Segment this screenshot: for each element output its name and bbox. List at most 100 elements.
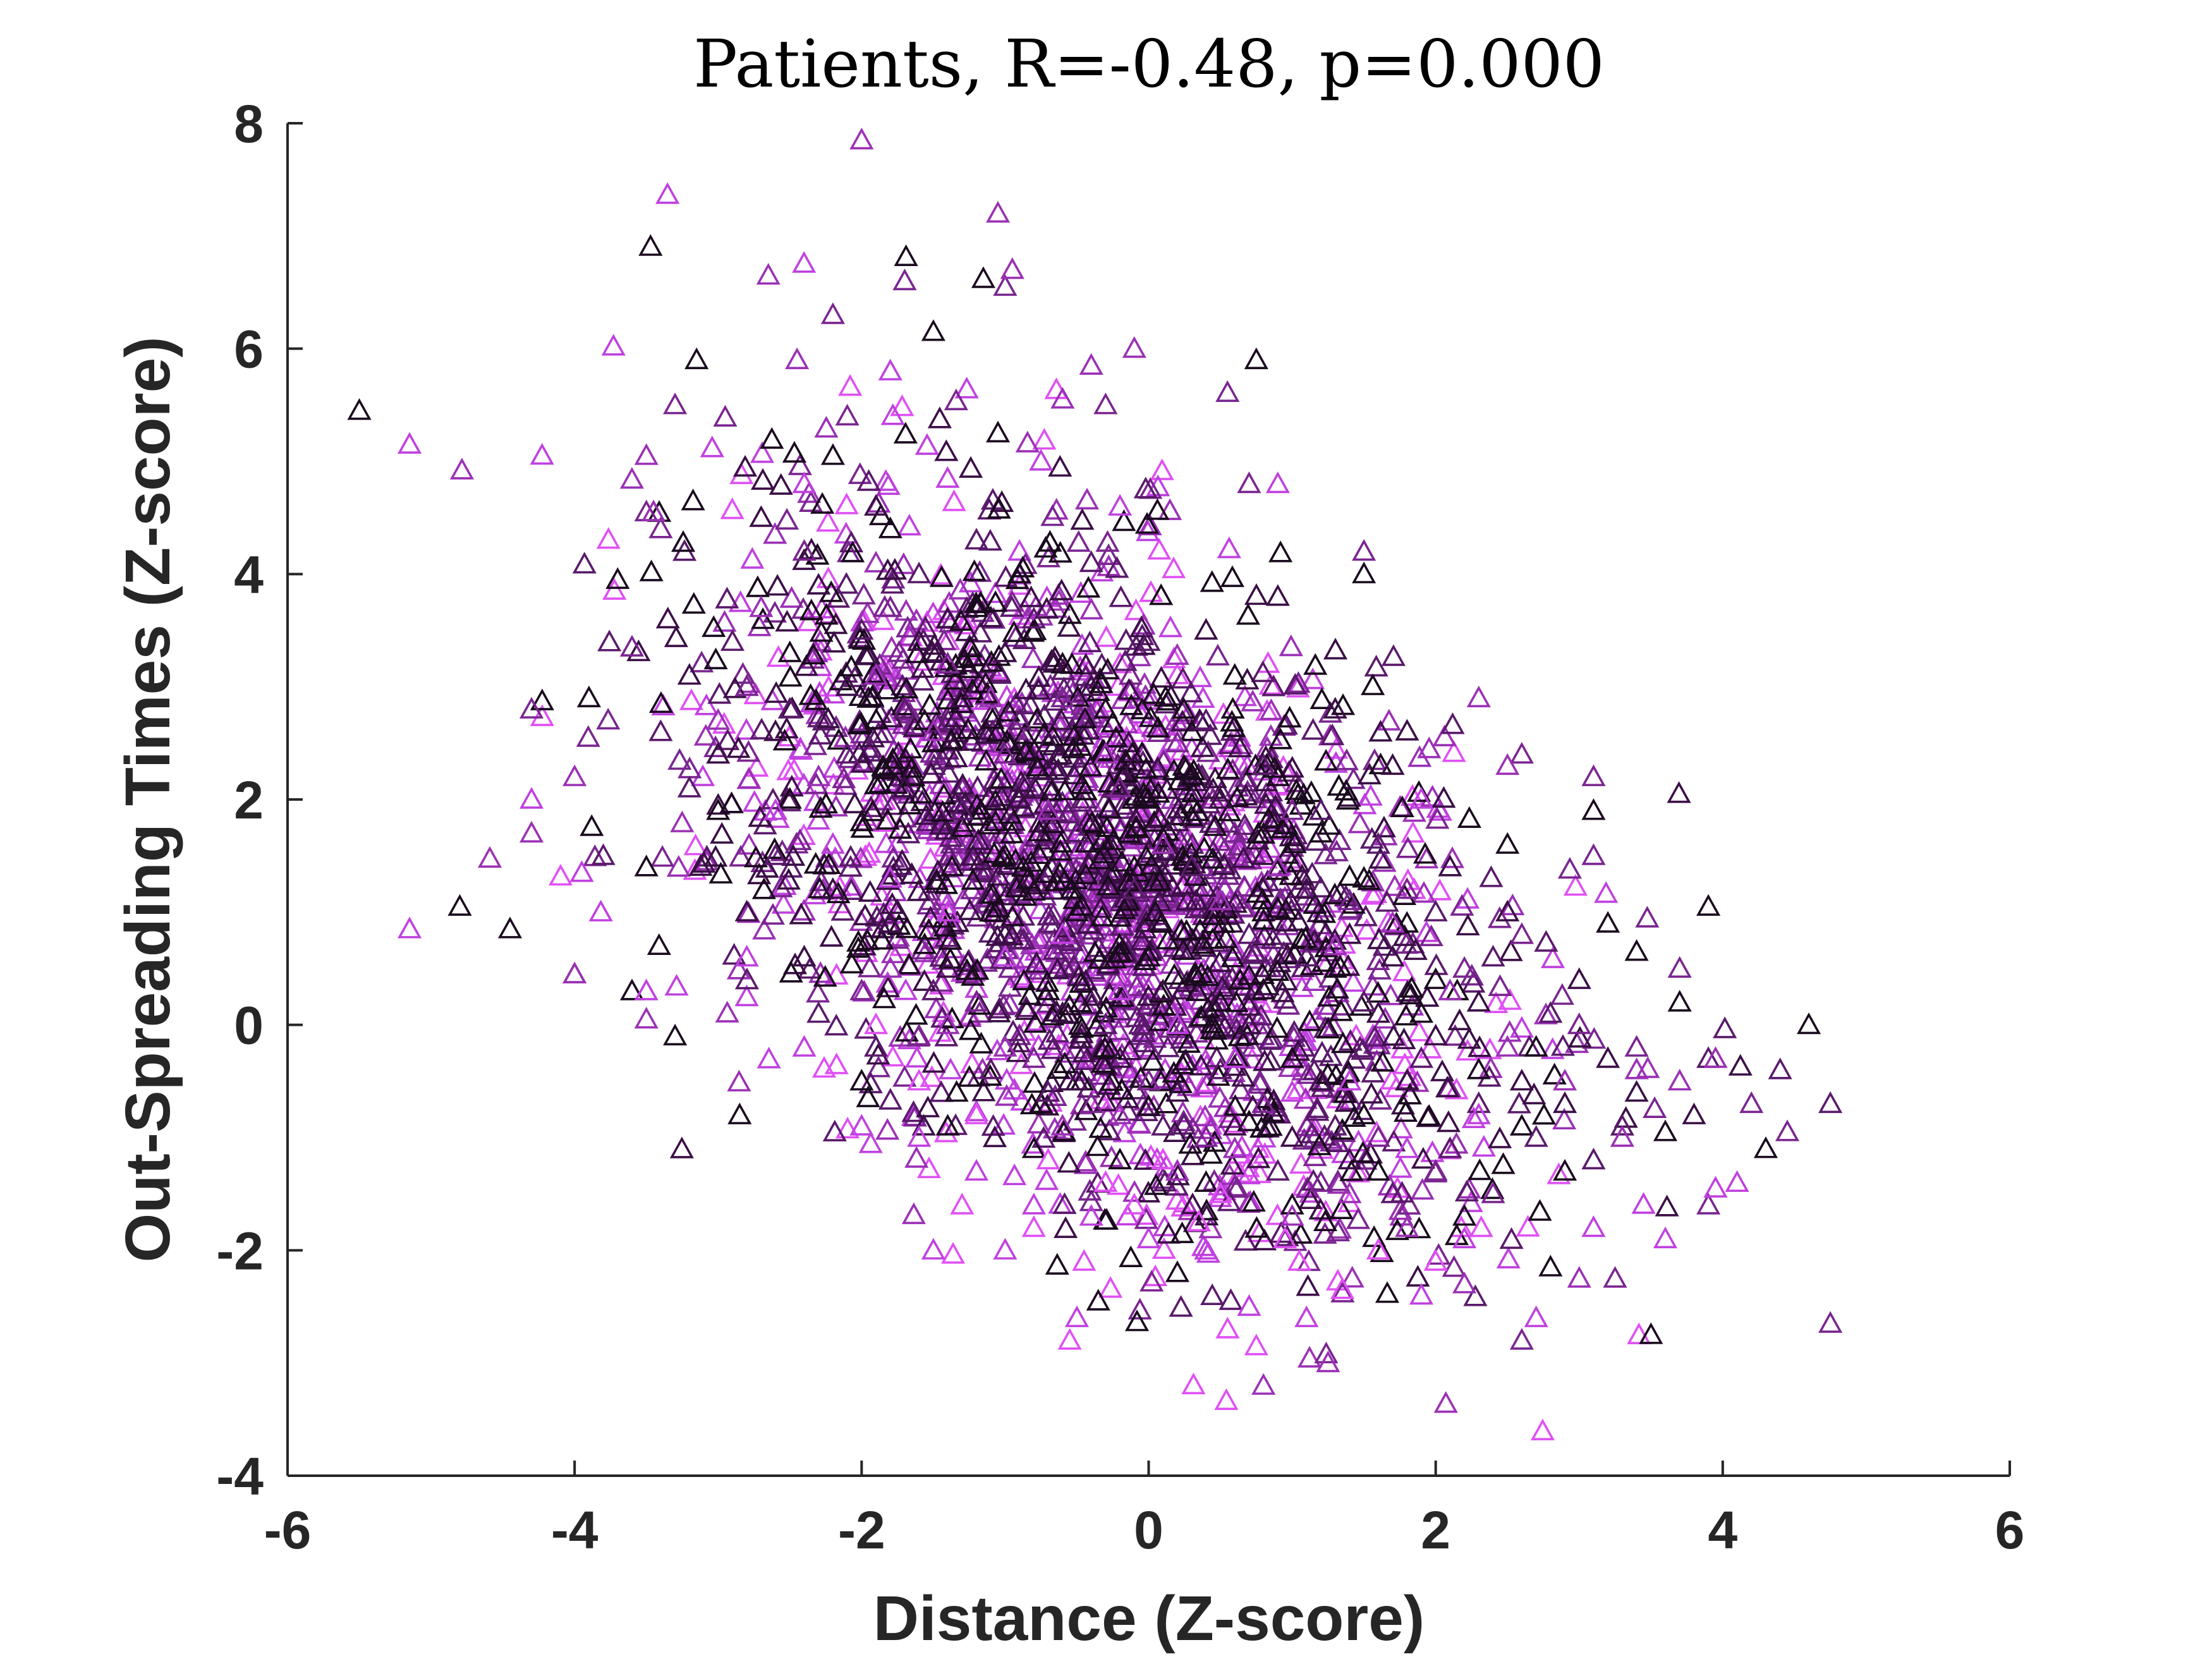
scatter-point <box>978 528 1002 551</box>
scatter-point <box>1108 964 1133 987</box>
scatter-point <box>874 831 899 853</box>
scatter-point <box>863 550 889 573</box>
scatter-point <box>1241 1189 1266 1212</box>
scatter-point <box>1410 1177 1435 1200</box>
scatter-point <box>1289 793 1313 815</box>
scatter-point <box>1040 504 1065 526</box>
scatter-point <box>690 650 714 672</box>
y-tick-label: 6 <box>234 320 264 379</box>
scatter-point <box>1070 942 1095 964</box>
scatter-point <box>951 772 975 795</box>
x-tick-label: 0 <box>1134 1500 1164 1560</box>
scatter-point <box>1313 921 1338 943</box>
scatter-point <box>1538 1255 1563 1277</box>
scatter-point <box>1397 1083 1422 1105</box>
scatter-point <box>1038 774 1063 796</box>
scatter-point <box>1509 741 1534 764</box>
scatter-point <box>1363 1032 1387 1054</box>
scatter-point <box>1452 1226 1477 1249</box>
scatter-point <box>1079 1204 1103 1226</box>
scatter-point <box>916 1156 942 1179</box>
scatter-point <box>619 978 645 1000</box>
scatter-point <box>1050 387 1075 409</box>
scatter-point <box>1361 673 1385 695</box>
scatter-point <box>1447 1008 1472 1031</box>
scatter-point <box>1368 1088 1393 1110</box>
scatter-point <box>1268 727 1293 750</box>
scatter-point <box>1149 911 1174 933</box>
scatter-point <box>681 489 705 511</box>
scatter-point <box>1409 1001 1434 1023</box>
scatter-point <box>1093 392 1118 415</box>
scatter-point <box>1524 1125 1548 1147</box>
scatter-point <box>1696 1046 1721 1068</box>
scatter-point <box>1316 1016 1340 1039</box>
scatter-point <box>890 394 915 416</box>
scatter-point <box>804 772 829 794</box>
scatter-point <box>1128 1142 1153 1165</box>
scatter-point <box>1127 1112 1152 1134</box>
scatter-point <box>1201 847 1225 869</box>
scatter-point <box>1624 1057 1649 1079</box>
scatter-point <box>1636 1056 1660 1078</box>
scatter-point <box>1244 583 1269 605</box>
scatter-point <box>907 1069 932 1091</box>
scatter-point <box>792 944 817 967</box>
scatter-point <box>1320 723 1345 746</box>
scatter-point <box>1090 738 1115 761</box>
scatter-point <box>1463 1284 1488 1306</box>
scatter-point <box>1066 837 1091 860</box>
scatter-point <box>1452 956 1477 978</box>
scatter-point <box>1037 1028 1062 1050</box>
scatter-point <box>910 656 935 678</box>
scatter-point <box>1251 899 1276 921</box>
scatter-point <box>1218 1100 1243 1123</box>
scatter-point <box>880 747 905 769</box>
scatter-point <box>1491 1152 1516 1174</box>
scatter-point <box>1019 932 1044 955</box>
scatter-point <box>1186 1210 1212 1232</box>
scatter-point <box>1200 1283 1225 1306</box>
scatter-point <box>1372 850 1397 872</box>
scatter-point <box>1046 1033 1071 1055</box>
scatter-point <box>820 877 845 899</box>
scatter-point <box>397 432 422 454</box>
scatter-point <box>1011 854 1036 877</box>
scatter-point <box>1728 1054 1753 1076</box>
scatter-point <box>799 690 824 713</box>
scatter-point <box>953 612 978 635</box>
scatter-point <box>1280 756 1304 778</box>
scatter-point <box>1221 902 1246 924</box>
scatter-point <box>820 443 845 465</box>
scatter-point <box>1496 1246 1521 1268</box>
scatter-point <box>1495 1035 1520 1057</box>
scatter-point <box>1318 701 1343 723</box>
scatter-point <box>634 1007 659 1029</box>
scatter-point <box>1097 1119 1122 1141</box>
scatter-point <box>924 641 949 664</box>
scatter-point <box>1240 1047 1265 1069</box>
scatter-point <box>1047 861 1073 884</box>
scatter-point <box>925 896 950 918</box>
scatter-point <box>1487 906 1512 928</box>
scatter-point <box>1073 923 1098 945</box>
scatter-point <box>1201 968 1225 991</box>
scatter-point <box>932 884 957 906</box>
scatter-point <box>879 635 904 658</box>
scatter-point <box>839 951 864 974</box>
scatter-point <box>1247 927 1272 949</box>
scatter-point <box>1146 715 1170 738</box>
scatter-point <box>1158 615 1183 638</box>
scatter-point <box>752 918 777 940</box>
scatter-point <box>1538 1001 1563 1023</box>
scatter-point <box>619 635 645 657</box>
scatter-point <box>1302 1058 1327 1080</box>
scatter-point <box>1124 1310 1150 1332</box>
scatter-point <box>1380 1181 1405 1203</box>
scatter-point <box>978 1064 1002 1086</box>
scatter-point <box>1145 756 1170 778</box>
scatter-point <box>1171 1109 1196 1131</box>
scatter-point <box>1380 944 1405 967</box>
scatter-point <box>914 803 939 825</box>
scatter-point <box>1480 1177 1505 1200</box>
